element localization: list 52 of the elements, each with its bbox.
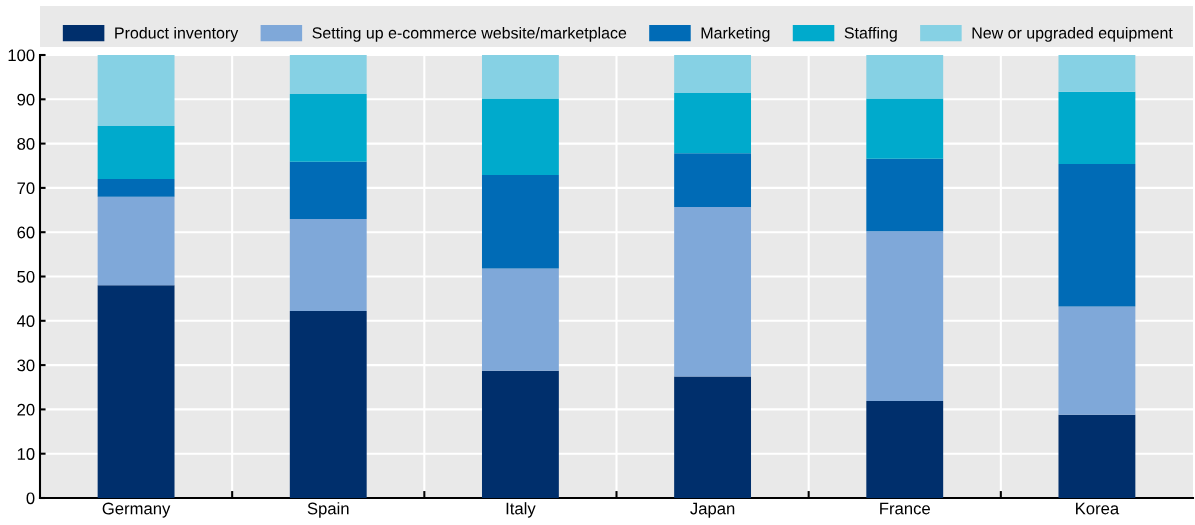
bar xyxy=(97,125,175,180)
bar xyxy=(289,55,367,94)
y-tick-label: 70 xyxy=(17,182,35,195)
y-tick-label: 60 xyxy=(17,226,35,239)
bar xyxy=(289,161,367,219)
y-tick-label: 100 xyxy=(8,49,35,62)
y-tick-label: 30 xyxy=(17,359,35,372)
bar xyxy=(481,370,559,498)
bar xyxy=(1058,163,1136,307)
legend-label: New or upgraded equipment xyxy=(972,26,1173,42)
y-tick-label: 40 xyxy=(16,315,35,327)
bar xyxy=(481,55,559,99)
y-tick-label: 10 xyxy=(17,448,35,460)
legend-label: Product inventory xyxy=(115,26,239,42)
bar xyxy=(866,98,944,159)
bar xyxy=(481,268,559,371)
bar xyxy=(674,55,752,94)
bar xyxy=(674,153,752,207)
bar xyxy=(97,285,175,498)
x-tick-label: Korea xyxy=(1076,502,1120,515)
y-tick-label: 0 xyxy=(26,492,35,505)
bar xyxy=(1058,91,1136,164)
bar xyxy=(1058,414,1136,498)
y-tick-label: 20 xyxy=(17,403,35,416)
legend-label: Setting up e-commerce website/marketplace xyxy=(312,26,627,42)
bar xyxy=(97,55,175,126)
y-tick-label: 50 xyxy=(17,270,35,283)
x-tick-label: France xyxy=(880,502,930,515)
bar xyxy=(866,231,944,401)
bar xyxy=(674,376,752,498)
bar xyxy=(674,206,752,377)
x-tick-label: Italy xyxy=(506,502,536,518)
bar xyxy=(289,311,367,498)
bar xyxy=(866,158,944,232)
y-tick-label: 80 xyxy=(17,138,35,150)
bar xyxy=(97,196,175,286)
x-tick-label: Japan xyxy=(690,502,735,518)
bar xyxy=(1058,55,1136,92)
y-tick-label: 90 xyxy=(17,93,35,106)
bar xyxy=(866,55,944,99)
bar xyxy=(97,179,175,197)
legend-label: Staffing xyxy=(844,26,897,42)
bar xyxy=(866,400,944,498)
bar xyxy=(289,93,367,162)
bar xyxy=(481,175,559,269)
bar xyxy=(674,93,752,154)
legend-label: Marketing xyxy=(701,26,770,42)
bar xyxy=(1058,306,1136,415)
bar xyxy=(289,218,367,312)
x-tick-label: Germany xyxy=(102,502,171,518)
bar xyxy=(481,98,559,176)
x-tick-label: Spain xyxy=(307,502,349,518)
